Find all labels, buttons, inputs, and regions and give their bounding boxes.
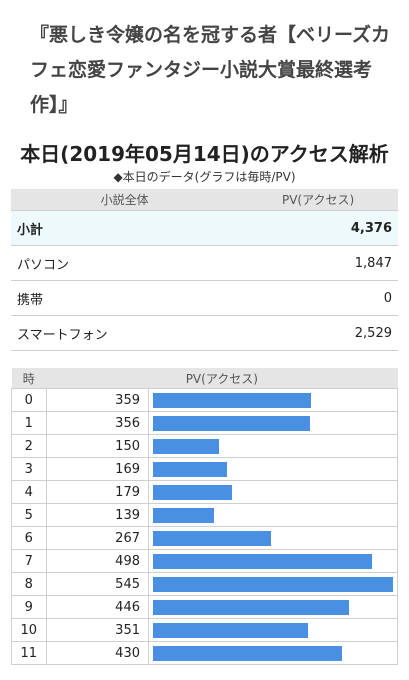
pv-bar-cell — [148, 411, 398, 435]
pv-value-cell: 498 — [45, 549, 150, 573]
hour-cell: 3 — [11, 457, 47, 481]
summary-row-smartphone: スマートフォン 2,529 — [11, 315, 398, 351]
summary-row-mobile: 携帯 0 — [11, 280, 398, 316]
pv-bar — [153, 645, 342, 661]
novel-title: 『悪しき令嬢の名を冠する者【ベリーズカフェ恋愛ファンタジー小説大賞最終選考作】』 — [30, 24, 391, 116]
hourly-row: 6 267 — [11, 526, 398, 550]
hour-cell: 5 — [11, 503, 47, 527]
pv-bar-cell — [148, 457, 398, 481]
pv-value-cell: 545 — [45, 572, 150, 596]
pv-value-cell: 351 — [45, 618, 150, 642]
hourly-row: 3 169 — [11, 457, 398, 481]
pv-bar-cell — [148, 549, 398, 573]
pv-bar-cell — [148, 480, 398, 504]
hourly-table: 時 PV(アクセス) 0 359 1 356 2 150 3 169 4 179 5 139 6 267 7… — [11, 368, 398, 665]
summary-value: 0 — [238, 280, 398, 316]
hourly-row: 11 430 — [11, 641, 398, 665]
pv-value-cell: 139 — [45, 503, 150, 527]
section-subtitle: ◆本日のデータ(グラフは毎時/PV) — [113, 170, 296, 184]
pv-value-cell: 150 — [45, 434, 150, 458]
hourly-header-pv: PV(アクセス) — [46, 368, 398, 389]
section-title: 本日(2019年05月14日)のアクセス解析 — [20, 142, 389, 166]
hour-cell: 9 — [11, 595, 47, 619]
summary-label: 小計 — [11, 210, 239, 246]
pv-bar-cell — [148, 434, 398, 458]
hourly-row: 4 179 — [11, 480, 398, 504]
pv-bar — [153, 461, 227, 477]
pv-bar-cell — [148, 572, 398, 596]
hourly-row: 7 498 — [11, 549, 398, 573]
pv-bar — [153, 599, 349, 615]
summary-header-left: 小説全体 — [11, 189, 239, 211]
summary-label: パソコン — [11, 245, 239, 281]
pv-value-cell: 169 — [45, 457, 150, 481]
pv-bar-cell — [148, 503, 398, 527]
pv-bar — [153, 553, 372, 569]
pv-bar-cell — [148, 526, 398, 550]
summary-value: 4,376 — [238, 210, 398, 246]
pv-bar — [153, 415, 310, 431]
hour-cell: 1 — [11, 411, 47, 435]
hourly-header-hour: 時 — [11, 368, 47, 389]
pv-bar — [153, 392, 311, 408]
pv-value-cell: 446 — [45, 595, 150, 619]
pv-bar-cell — [148, 388, 398, 412]
hourly-row: 2 150 — [11, 434, 398, 458]
hour-cell: 11 — [11, 641, 47, 665]
summary-value: 1,847 — [238, 245, 398, 281]
pv-value-cell: 267 — [45, 526, 150, 550]
pv-bar — [153, 576, 393, 592]
hour-cell: 4 — [11, 480, 47, 504]
pv-value-cell: 430 — [45, 641, 150, 665]
summary-row-pc: パソコン 1,847 — [11, 245, 398, 281]
summary-header-right: PV(アクセス) — [238, 189, 398, 211]
hour-cell: 7 — [11, 549, 47, 573]
pv-bar — [153, 622, 308, 638]
hourly-row: 1 356 — [11, 411, 398, 435]
pv-bar — [153, 530, 271, 546]
summary-label: スマートフォン — [11, 315, 239, 351]
hour-cell: 8 — [11, 572, 47, 596]
summary-value: 2,529 — [238, 315, 398, 351]
hour-cell: 2 — [11, 434, 47, 458]
hourly-body: 0 359 1 356 2 150 3 169 4 179 5 139 6 267 7 498 8 545 9 446… — [11, 388, 398, 665]
pv-value-cell: 356 — [45, 411, 150, 435]
pv-bar — [153, 484, 232, 500]
hourly-row: 8 545 — [11, 572, 398, 596]
pv-bar-cell — [148, 595, 398, 619]
hourly-row: 10 351 — [11, 618, 398, 642]
hourly-row: 5 139 — [11, 503, 398, 527]
pv-value-cell: 179 — [45, 480, 150, 504]
pv-bar — [153, 507, 214, 523]
pv-bar-cell — [148, 618, 398, 642]
summary-row-subtotal: 小計 4,376 — [11, 210, 398, 246]
pv-bar-cell — [148, 641, 398, 665]
hour-cell: 0 — [11, 388, 47, 412]
summary-table: 小説全体 PV(アクセス) 小計 4,376 パソコン 1,847 携帯 0 ス… — [11, 189, 398, 351]
hour-cell: 6 — [11, 526, 47, 550]
summary-label: 携帯 — [11, 280, 239, 316]
pv-value-cell: 359 — [45, 388, 150, 412]
hour-cell: 10 — [11, 618, 47, 642]
pv-bar — [153, 438, 219, 454]
hourly-row: 0 359 — [11, 388, 398, 412]
hourly-row: 9 446 — [11, 595, 398, 619]
